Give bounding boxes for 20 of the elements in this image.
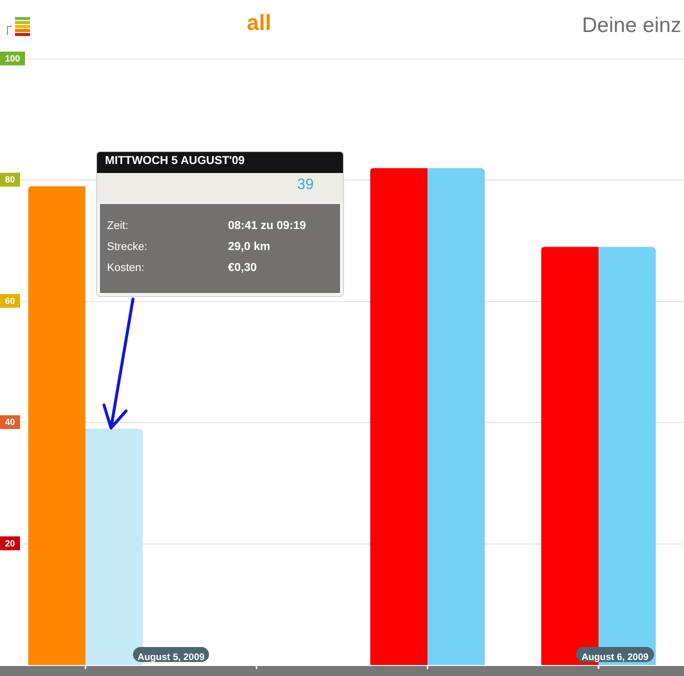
chart-subtitle: Deine einz [582, 14, 682, 38]
annotation: 29,0 km [228, 241, 270, 254]
annotation: Kosten: [107, 262, 144, 274]
annotation: MITTWOCH 5 AUGUST'09 [105, 155, 245, 168]
y-tick-label: 60 [5, 296, 16, 306]
annotation: Zeit: [107, 220, 128, 232]
annotation: 39 [297, 176, 314, 194]
y-tick-label: 100 [5, 53, 20, 64]
y-tick-label: 80 [5, 174, 16, 185]
annotation: 08:41 zu 09:19 [228, 220, 306, 233]
chart-title: all [246, 10, 272, 36]
annotation: €0,30 [228, 262, 257, 275]
annotation: August 5, 2009 [137, 652, 205, 663]
bar [428, 168, 485, 665]
bar [28, 186, 86, 665]
y-tick-label: 40 [5, 417, 16, 428]
bar [370, 168, 428, 665]
annotation: August 6, 2009 [581, 652, 649, 663]
annotation: Strecke: [107, 241, 148, 254]
y-tick-label: 20 [5, 538, 16, 548]
